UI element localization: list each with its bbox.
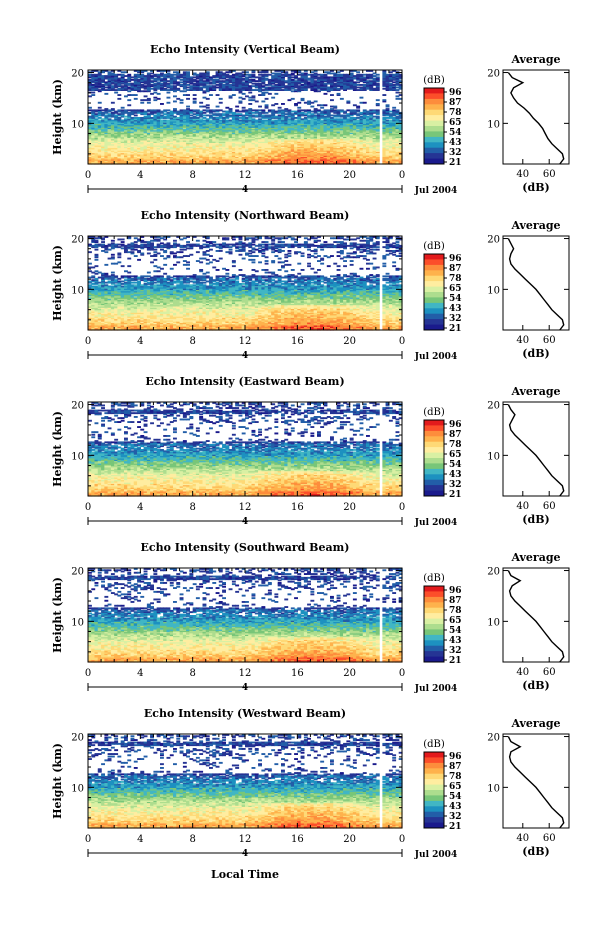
- heatmap-cell: [219, 98, 223, 100]
- heatmap-cell: [117, 94, 121, 96]
- heatmap-cell: [206, 107, 210, 109]
- heatmap-cell: [199, 102, 203, 104]
- heatmap-cell: [239, 101, 243, 103]
- heatmap-cell: [271, 97, 275, 99]
- heatmap-cell: [261, 101, 265, 103]
- heatmap-cell: [219, 102, 223, 104]
- heatmap-cell: [127, 104, 131, 106]
- heatmap-cell: [242, 107, 246, 109]
- heatmap-cell: [216, 94, 220, 96]
- heatmap-cell: [180, 102, 184, 104]
- heatmap-cell: [248, 103, 252, 105]
- heatmap-cell: [117, 98, 121, 100]
- heatmap-cell: [111, 108, 115, 110]
- heatmap-cell: [186, 106, 190, 108]
- heatmap-cell: [127, 74, 131, 76]
- heatmap-cell: [176, 88, 180, 90]
- heatmap-cell: [98, 107, 102, 109]
- heatmap-cell: [206, 98, 210, 100]
- heatmap-cell: [193, 94, 197, 96]
- heatmap-cell: [186, 71, 190, 73]
- heatmap-cell: [91, 94, 95, 96]
- heatmap-cell: [167, 92, 171, 94]
- heatmap-cell: [255, 101, 259, 103]
- heatmap-cell: [88, 107, 92, 109]
- heatmap-cell: [265, 104, 269, 106]
- chart-panel-0: Echo Intensity (Vertical Beam)0 4 8 12 16 20 0…: [51, 43, 569, 196]
- heatmap-cell: [209, 94, 213, 96]
- heatmap-cell: [235, 106, 239, 108]
- heatmap-cell: [134, 98, 138, 100]
- heatmap-cell: [186, 98, 190, 100]
- heatmap-cell: [274, 103, 278, 105]
- heatmap-cell: [104, 93, 108, 95]
- heatmap-cell: [258, 106, 262, 108]
- heatmap-cell: [157, 93, 161, 95]
- heatmap-cell: [134, 94, 138, 96]
- heatmap-cell: [134, 115, 138, 117]
- heatmap-cell: [261, 109, 265, 111]
- heatmap-cell: [229, 108, 233, 110]
- heatmap-cell: [111, 102, 115, 104]
- heatmap-cell: [232, 94, 236, 96]
- heatmap-cell: [242, 93, 246, 95]
- x-axis-label: Local Time: [211, 868, 279, 881]
- heatmap-cells: [88, 70, 403, 165]
- heatmap-cell: [248, 92, 252, 94]
- heatmap-cell: [144, 95, 148, 97]
- chart-title: Echo Intensity (Vertical Beam): [150, 43, 340, 56]
- heatmap-cell: [274, 93, 278, 95]
- heatmap-cell: [193, 101, 197, 103]
- heatmap-cell: [127, 99, 131, 101]
- heatmap-cell: [252, 95, 256, 97]
- heatmap-cell: [114, 92, 118, 94]
- heatmap-cell: [167, 102, 171, 104]
- heatmap-cell: [206, 104, 210, 106]
- heatmap-cell: [173, 101, 177, 103]
- heatmap-cell: [242, 98, 246, 100]
- heatmap-cell: [245, 71, 249, 73]
- heatmap-cell: [147, 102, 151, 104]
- heatmap-cell: [193, 98, 197, 100]
- heatmap-cell: [157, 98, 161, 100]
- heatmap-cell: [206, 71, 210, 73]
- heatmap-cell: [160, 103, 164, 105]
- heatmap-cell: [252, 74, 256, 76]
- heatmap-cell: [140, 102, 144, 104]
- heatmap-cell: [173, 95, 177, 97]
- heatmap-cell: [173, 108, 177, 110]
- heatmap-cell: [167, 97, 171, 99]
- heatmap-cell: [216, 106, 220, 108]
- heatmap-cell: [186, 94, 190, 96]
- heatmap-cell: [265, 98, 269, 100]
- heatmap-cell: [91, 92, 95, 94]
- heatmap-cell: [268, 93, 272, 95]
- heatmap-cell: [121, 107, 125, 109]
- heatmap-cell: [180, 99, 184, 101]
- heatmap-cell: [98, 102, 102, 104]
- heatmap-cell: [147, 98, 151, 100]
